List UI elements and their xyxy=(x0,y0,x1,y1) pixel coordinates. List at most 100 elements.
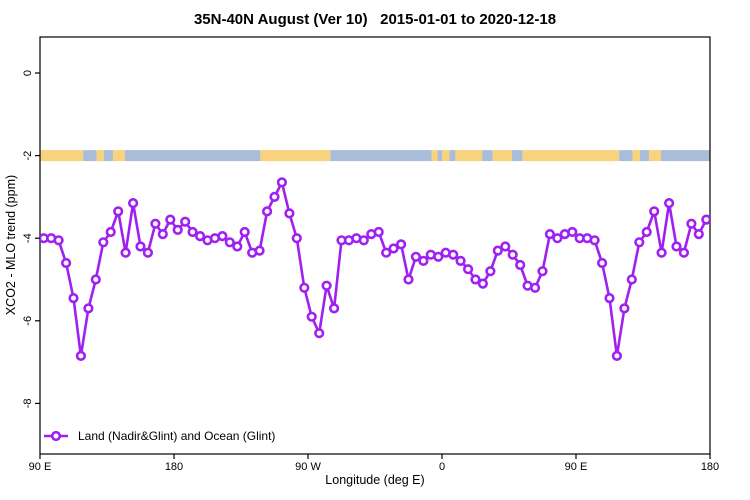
data-point-marker xyxy=(90,274,101,285)
x-tick-label: 180 xyxy=(165,461,183,473)
data-point-marker xyxy=(626,274,637,285)
data-point-marker xyxy=(217,231,228,242)
data-point-marker xyxy=(113,206,124,217)
data-point-marker xyxy=(463,264,474,275)
x-axis-label: Longitude (deg E) xyxy=(325,473,424,487)
data-point-marker xyxy=(329,303,340,314)
x-tick-label: 90 W xyxy=(295,461,321,473)
band-segment-land xyxy=(431,150,438,162)
data-point-marker xyxy=(619,303,630,314)
x-tick-label: 0 xyxy=(439,461,445,473)
data-point-marker xyxy=(604,293,615,304)
legend: Land (Nadir&Glint) and Ocean (Glint) xyxy=(44,429,275,443)
data-point-marker xyxy=(232,241,243,252)
band-segment-ocean xyxy=(104,150,113,162)
data-point-marker xyxy=(75,350,86,362)
data-point-marker xyxy=(150,218,161,229)
data-point-marker xyxy=(291,233,302,244)
data-point-marker xyxy=(128,198,139,209)
data-point-marker xyxy=(567,226,578,238)
data-point-marker xyxy=(83,303,94,314)
data-point-marker xyxy=(187,226,198,238)
y-axis-label: XCO2 - MLO trend (ppm) xyxy=(4,175,18,315)
y-tick-label: 0 xyxy=(22,70,34,76)
legend-label: Land (Nadir&Glint) and Ocean (Glint) xyxy=(78,429,275,443)
data-point-marker xyxy=(314,328,325,339)
data-point-marker xyxy=(515,259,526,271)
data-point-marker xyxy=(671,241,682,252)
band-segment-land xyxy=(492,150,512,162)
data-point-marker xyxy=(693,229,704,240)
data-point-marker xyxy=(701,214,710,225)
plot-border xyxy=(39,36,711,455)
data-point-marker xyxy=(306,311,317,322)
band-segment-ocean xyxy=(124,150,261,162)
data-point-marker xyxy=(641,226,652,238)
data-point-marker xyxy=(262,206,273,217)
band-segment-ocean xyxy=(449,150,456,162)
band-segment-land xyxy=(522,150,620,162)
data-point-marker xyxy=(180,216,191,227)
land-ocean-band xyxy=(40,150,710,162)
x-tick-label: 90 E xyxy=(29,461,52,473)
data-point-marker xyxy=(649,206,660,217)
data-point-marker xyxy=(634,237,645,248)
data-point-marker xyxy=(418,255,429,267)
data-point-marker xyxy=(470,274,481,285)
data-point-marker xyxy=(507,249,518,260)
data-point-marker xyxy=(589,235,600,246)
data-point-marker xyxy=(299,282,310,293)
band-segment-ocean xyxy=(330,150,432,162)
data-point-marker xyxy=(60,257,72,269)
band-segment-ocean xyxy=(511,150,523,162)
data-point-marker xyxy=(381,247,392,258)
legend-marker-icon xyxy=(50,430,62,442)
band-segment-land xyxy=(96,150,105,162)
data-point-marker xyxy=(678,247,690,258)
data-point-marker xyxy=(358,235,369,246)
x-tick-label: 180 xyxy=(701,461,719,473)
data-point-marker xyxy=(552,233,563,244)
band-segment-ocean xyxy=(619,150,633,162)
data-point-marker xyxy=(485,266,496,277)
data-point-marker xyxy=(529,282,541,293)
y-tick-label: -6 xyxy=(22,316,34,326)
data-point-marker xyxy=(284,208,295,219)
band-segment-land xyxy=(112,150,125,162)
data-point-marker xyxy=(276,177,288,188)
series-line xyxy=(42,181,708,358)
data-point-marker xyxy=(98,237,109,248)
y-tick-label: -2 xyxy=(22,151,34,161)
data-point-marker xyxy=(157,229,168,240)
data-point-marker xyxy=(544,229,556,240)
data-point-marker xyxy=(239,226,250,238)
data-point-marker xyxy=(254,245,265,256)
data-point-marker xyxy=(224,237,235,248)
band-segment-ocean xyxy=(83,150,97,162)
data-point-marker xyxy=(396,239,407,250)
y-tick-label: -4 xyxy=(22,233,34,243)
data-point-marker xyxy=(68,293,79,304)
band-segment-land xyxy=(260,150,331,162)
data-point-marker xyxy=(477,278,489,289)
data-point-marker xyxy=(120,247,131,258)
data-point-marker xyxy=(656,247,667,258)
data-point-marker xyxy=(433,251,444,262)
band-segment-land xyxy=(442,150,450,162)
data-point-marker xyxy=(269,191,280,202)
data-point-marker xyxy=(165,214,176,225)
data-point-marker xyxy=(455,255,466,267)
data-point-marker xyxy=(596,257,608,269)
data-point-marker xyxy=(663,198,675,209)
band-segment-land xyxy=(40,150,84,162)
data-series xyxy=(40,177,710,362)
band-segment-land xyxy=(455,150,483,162)
data-point-marker xyxy=(142,247,153,258)
band-segment-ocean xyxy=(437,150,442,162)
band-segment-ocean xyxy=(640,150,649,162)
data-point-marker xyxy=(321,280,332,291)
axes: 90 E 180 90 W 0 90 E 180 0 -2 -4 -6 -8 xyxy=(22,70,719,473)
chart-title: 35N-40N August (Ver 10) 2015-01-01 to 20… xyxy=(194,11,556,28)
